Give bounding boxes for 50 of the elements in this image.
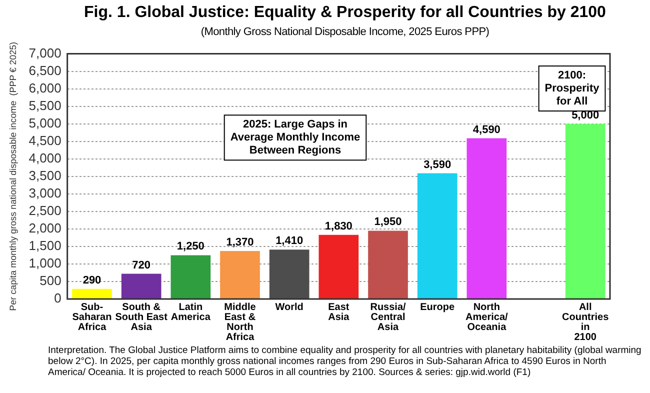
x-tick-label: World — [275, 302, 304, 313]
y-tick-label: 3,000 — [28, 185, 62, 200]
bar — [220, 251, 260, 298]
bar — [72, 288, 112, 298]
text: Interpretation. The Global Justice Platform aims to combine equality and prosperity for all countries with planetary habitability (global warming below 2°C). In 2025, per capita monthly gross national incomes ranges from 290 Euros in Sub-Saharan Africa to 4590 Euros in North America/ Oceania. It is projected to reach 5000 Euros in all countries by 2100. Sources & series: gjp.wid.world (F1) — [47, 345, 642, 378]
data-label: 290 — [82, 274, 102, 286]
bar — [368, 230, 408, 298]
y-tick-label: 500 — [40, 273, 62, 288]
y-tick-label: 6,500 — [28, 62, 62, 78]
annotation: 2100: Prosperity for All — [544, 70, 600, 108]
x-tick-label: South & South East Asia — [115, 302, 168, 333]
y-tick-label: 2,000 — [28, 220, 62, 236]
x-tick-label: Europe — [420, 302, 455, 313]
data-label: 4,590 — [472, 124, 500, 136]
y-tick-label: 5,000 — [28, 115, 62, 130]
chart-title: Fig. 1. Global Justice: Equality & Prosperity for all Countries by 2100 — [84, 4, 606, 21]
annotation: 2025: Large Gaps in Average Monthly Income Between Regions — [230, 118, 360, 157]
data-label: 1,830 — [324, 220, 352, 232]
x-tick-label: Sub- Saharan Africa — [72, 302, 112, 333]
x-tick-label: Latin America — [170, 302, 211, 323]
x-tick-label: Middle East & North Africa — [224, 302, 256, 343]
data-label: 3,590 — [424, 158, 452, 171]
bar — [466, 138, 507, 298]
y-tick-label: 5,500 — [28, 98, 62, 113]
data-label: 1,250 — [176, 240, 204, 253]
bar — [269, 250, 310, 298]
bar — [318, 234, 359, 298]
y-tick-label: 7,000 — [28, 45, 62, 60]
y-tick-label: 0 — [54, 290, 62, 306]
y-tick-label: 2,500 — [28, 203, 62, 218]
y-tick-label: 4,000 — [28, 150, 62, 166]
y-tick-label: 6,000 — [28, 80, 62, 96]
x-tick-label: All Countries in 2100 — [562, 302, 610, 343]
data-label: 720 — [132, 259, 151, 272]
data-label: 1,410 — [276, 235, 304, 248]
chart-subtitle: (Monthly Gross National Disposable Income, 2025 Euros PPP) — [200, 26, 490, 38]
y-tick-label: 3,500 — [28, 168, 62, 183]
y-tick-label: 1,000 — [28, 256, 62, 271]
y-tick-label: 1,500 — [28, 238, 62, 254]
y-axis-title: Per capita monthly gross national disposable income (PPP € 2025) — [8, 42, 18, 311]
y-tick-label: 4,500 — [28, 132, 62, 148]
bar — [170, 255, 211, 298]
bar — [565, 124, 606, 298]
data-label: 1,950 — [374, 216, 402, 228]
x-tick-label: Russia/ Central Asia — [370, 302, 406, 333]
data-label: 1,370 — [226, 236, 254, 249]
x-tick-label: East Asia — [328, 302, 350, 323]
x-tick-label: North America/ Oceania — [466, 302, 508, 333]
bar — [121, 274, 162, 298]
bar — [417, 173, 458, 298]
